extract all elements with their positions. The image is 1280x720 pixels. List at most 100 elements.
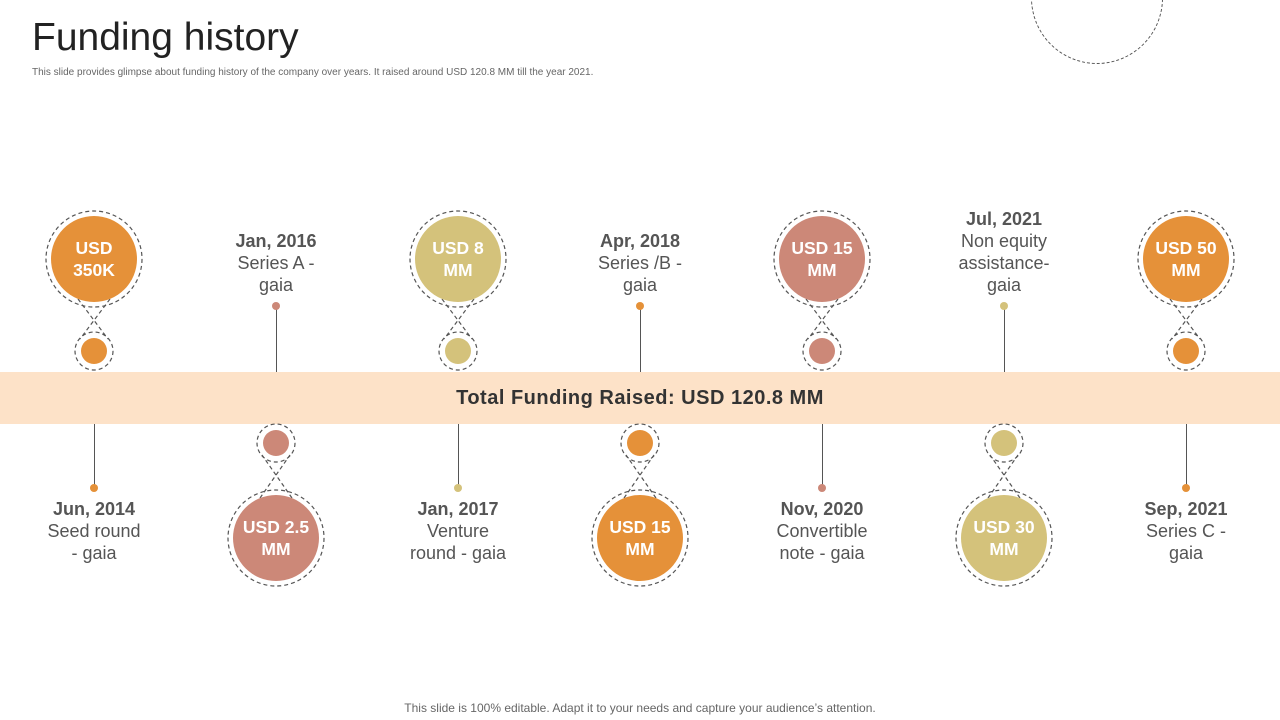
round-date: Jul, 2021 bbox=[965, 209, 1043, 229]
pin-outline-ring bbox=[984, 423, 1024, 463]
pin-outline-ring bbox=[1166, 331, 1206, 371]
pin-outline-ring bbox=[802, 331, 842, 371]
pin-small-circle bbox=[81, 338, 107, 364]
amount-text-line: MM bbox=[261, 539, 291, 559]
pin-outline-ring bbox=[591, 489, 689, 587]
amount-text: USD 2.5 MM bbox=[243, 516, 309, 560]
round-desc-line: gaia bbox=[986, 275, 1022, 295]
connector-dot bbox=[1182, 484, 1190, 492]
pin-outline-ring bbox=[74, 331, 114, 371]
pin-outline-ring bbox=[438, 331, 478, 371]
amount-text-line: USD 2.5 bbox=[242, 517, 310, 537]
amount-text-line: USD 15 bbox=[609, 517, 671, 537]
round-label: Jan, 2016 Series A - gaia bbox=[201, 230, 351, 296]
pin-small-circle bbox=[991, 430, 1017, 456]
pin-outline-line bbox=[623, 454, 655, 499]
pin-outline-line bbox=[441, 298, 473, 340]
connector-stem bbox=[276, 306, 277, 372]
total-funding-banner: Total Funding Raised: USD 120.8 MM bbox=[0, 372, 1280, 424]
pin-outline-ring bbox=[773, 210, 871, 308]
connector-stem bbox=[458, 424, 459, 488]
amount-text-line: MM bbox=[443, 260, 473, 280]
amount-circle: USD 8 MM bbox=[415, 216, 501, 302]
connector-stem bbox=[1186, 424, 1187, 488]
round-label: Apr, 2018 Series /B - gaia bbox=[565, 230, 715, 296]
connector-stem bbox=[1004, 306, 1005, 372]
amount-text-line: MM bbox=[807, 260, 837, 280]
pin-outline-line bbox=[259, 454, 291, 499]
amount-text-line: MM bbox=[1171, 260, 1201, 280]
amount-text-line: USD bbox=[75, 238, 113, 258]
round-date: Jun, 2014 bbox=[52, 499, 136, 519]
round-desc-line: Venture bbox=[426, 521, 490, 541]
round-desc-line: round - gaia bbox=[409, 543, 507, 563]
round-desc-line: assistance- bbox=[958, 253, 1050, 273]
amount-text: USD 15 MM bbox=[791, 237, 852, 281]
amount-text: USD 350K bbox=[73, 237, 115, 281]
amount-text: USD 8 MM bbox=[432, 237, 484, 281]
pin-outline-ring bbox=[955, 489, 1053, 587]
amount-text: USD 50 MM bbox=[1155, 237, 1216, 281]
connector-dot bbox=[636, 302, 644, 310]
pin-outline-line bbox=[443, 298, 475, 340]
pin-outline-line bbox=[261, 454, 293, 499]
round-desc-line: Seed round bbox=[47, 521, 141, 541]
round-desc-line: gaia bbox=[258, 275, 294, 295]
round-desc-line: gaia bbox=[1168, 543, 1204, 563]
pin-outline-ring bbox=[620, 423, 660, 463]
amount-circle: USD 350K bbox=[51, 216, 137, 302]
page-subtitle: This slide provides glimpse about fundin… bbox=[32, 67, 594, 78]
pin-outline-ring bbox=[409, 210, 507, 308]
pin-outline-line bbox=[807, 298, 839, 340]
pin-small-circle bbox=[445, 338, 471, 364]
round-date: Jan, 2017 bbox=[417, 499, 499, 519]
pin-outline-line bbox=[1169, 298, 1201, 340]
round-label: Sep, 2021 Series C - gaia bbox=[1111, 498, 1261, 564]
pin-outline-ring bbox=[256, 423, 296, 463]
round-desc-line: note - gaia bbox=[779, 543, 865, 563]
pin-outline-line bbox=[805, 298, 837, 340]
amount-text: USD 15 MM bbox=[609, 516, 670, 560]
round-label: Jul, 2021 Non equity assistance-gaia bbox=[929, 208, 1079, 296]
amount-text-line: USD 30 bbox=[973, 517, 1035, 537]
total-funding-text: Total Funding Raised: USD 120.8 MM bbox=[456, 386, 824, 409]
pin-small-circle bbox=[1173, 338, 1199, 364]
round-label: Jun, 2014 Seed round - gaia bbox=[19, 498, 169, 564]
pin-outline-ring bbox=[45, 210, 143, 308]
amount-text-line: USD 8 bbox=[432, 238, 484, 258]
page-title: Funding history bbox=[32, 16, 299, 59]
round-label: Jan, 2017 Venture round - gaia bbox=[383, 498, 533, 564]
round-date: Jan, 2016 bbox=[235, 231, 317, 251]
round-desc-line: Series C - bbox=[1145, 521, 1226, 541]
round-label: Nov, 2020 Convertible note - gaia bbox=[747, 498, 897, 564]
footer-note: This slide is 100% editable. Adapt it to… bbox=[404, 701, 876, 715]
pin-outline-line bbox=[79, 298, 111, 340]
amount-text-line: USD 15 bbox=[791, 238, 853, 258]
amount-text-line: USD 50 bbox=[1155, 238, 1217, 258]
connector-stem bbox=[640, 306, 641, 372]
amount-text: USD 30 MM bbox=[973, 516, 1034, 560]
pin-outline-line bbox=[989, 454, 1021, 499]
pin-outline-line bbox=[987, 454, 1019, 499]
amount-text-line: MM bbox=[625, 539, 655, 559]
connector-dot bbox=[454, 484, 462, 492]
amount-circle: USD 30 MM bbox=[961, 495, 1047, 581]
round-desc-line: gaia bbox=[622, 275, 658, 295]
amount-circle: USD 50 MM bbox=[1143, 216, 1229, 302]
amount-text-line: 350K bbox=[73, 260, 115, 280]
connector-dot bbox=[818, 484, 826, 492]
pin-outline-line bbox=[1171, 298, 1203, 340]
round-desc-line: Non equity bbox=[960, 231, 1048, 251]
amount-circle: USD 15 MM bbox=[597, 495, 683, 581]
round-date: Nov, 2020 bbox=[780, 499, 864, 519]
connector-dot bbox=[272, 302, 280, 310]
pin-small-circle bbox=[809, 338, 835, 364]
connector-dot bbox=[1000, 302, 1008, 310]
round-desc-line: - gaia bbox=[71, 543, 117, 563]
amount-circle: USD 2.5 MM bbox=[233, 495, 319, 581]
pin-outline-ring bbox=[227, 489, 325, 587]
amount-text-line: MM bbox=[989, 539, 1019, 559]
round-desc-line: Series /B - bbox=[597, 253, 683, 273]
round-date: Apr, 2018 bbox=[599, 231, 681, 251]
